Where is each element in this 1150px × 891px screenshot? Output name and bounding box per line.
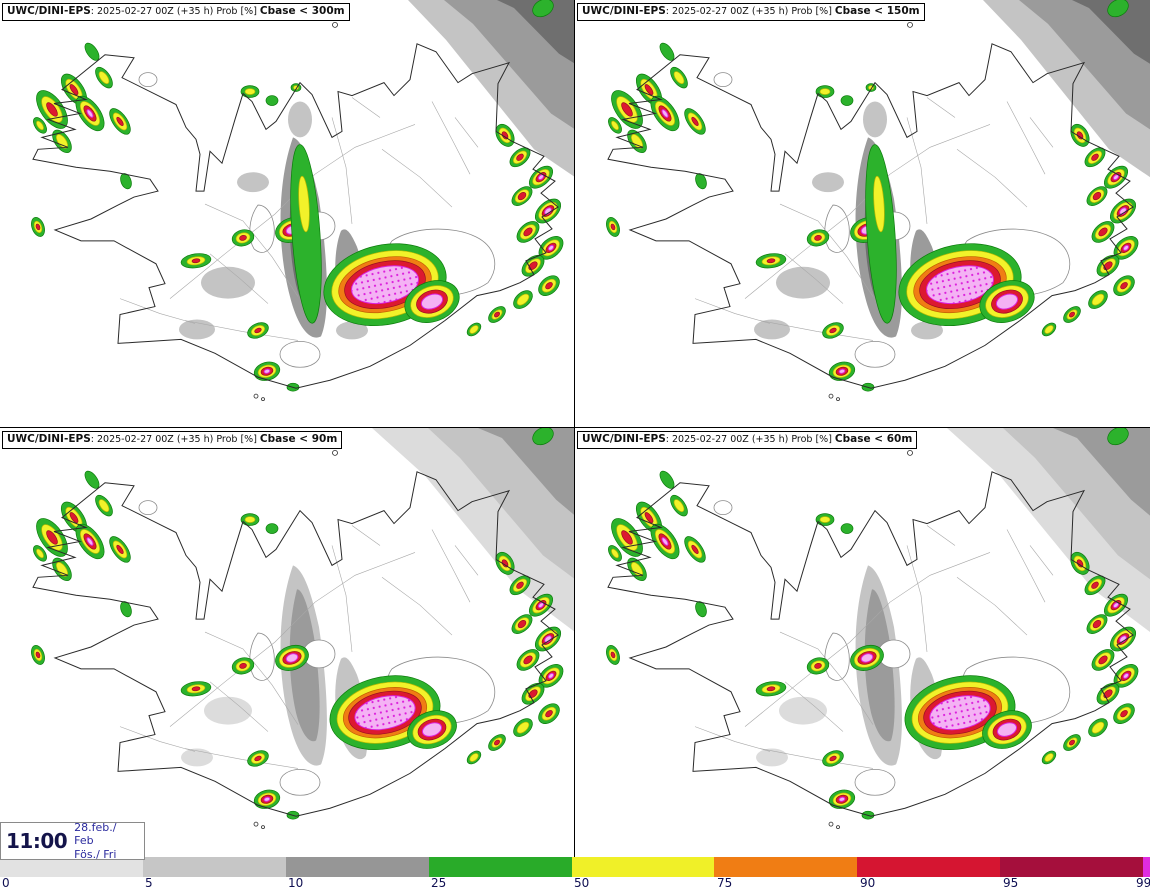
- panel-divider-horizontal: [0, 427, 1150, 428]
- legend-segment: [714, 857, 858, 877]
- threshold-label: Cbase < 60m: [834, 433, 913, 445]
- map-canvas-90m: [31, 428, 575, 830]
- legend-segment: [571, 857, 715, 877]
- time-box: 11:00 28.feb./ Feb Fös./ Fri: [0, 821, 145, 861]
- panel-divider-vertical: [574, 0, 575, 857]
- coastline: [32, 43, 559, 389]
- panel-cbase-90m: UWC/DINI-EPS: 2025-02-27 00Z (+35 h) Pro…: [0, 428, 575, 856]
- legend-segment: [1000, 857, 1143, 877]
- panel-cbase-300m: UWC/DINI-EPS: 2025-02-27 00Z (+35 h) Pro…: [0, 0, 575, 428]
- coastline: [32, 471, 559, 817]
- legend-label: 95: [1003, 876, 1019, 890]
- legend-label: 10: [288, 876, 304, 890]
- legend-segment: [142, 857, 286, 877]
- legend-labels: 0 5 10 25 50 75 90 95 99: [0, 876, 1150, 891]
- day-line: Fös./ Fri: [74, 847, 117, 861]
- valid-time: 11:00: [6, 829, 68, 853]
- panel-title: UWC/DINI-EPS: 2025-02-27 00Z (+35 h) Pro…: [2, 3, 350, 22]
- legend-segment: [857, 857, 1001, 877]
- legend-label: 50: [574, 876, 590, 890]
- threshold-label: Cbase < 150m: [834, 5, 920, 17]
- panel-title: UWC/DINI-EPS: 2025-02-27 00Z (+35 h) Pro…: [2, 431, 343, 450]
- valid-date: 28.feb./ Feb Fös./ Fri: [74, 821, 139, 861]
- run-info: : 2025-02-27 00Z (+35 h) Prob [%]: [665, 6, 832, 17]
- panel-title: UWC/DINI-EPS: 2025-02-27 00Z (+35 h) Pro…: [577, 431, 918, 450]
- run-info: : 2025-02-27 00Z (+35 h) Prob [%]: [90, 434, 257, 445]
- model-label: UWC/DINI-EPS: [582, 433, 666, 445]
- probability-blobs: [31, 428, 564, 820]
- coastline: [607, 43, 1134, 389]
- legend-bar: [0, 857, 1150, 877]
- map-canvas-60m: [606, 428, 1150, 830]
- legend-segment: [428, 857, 572, 877]
- legend-label: 5: [145, 876, 153, 890]
- threshold-label: Cbase < 90m: [259, 433, 338, 445]
- run-info: : 2025-02-27 00Z (+35 h) Prob [%]: [90, 6, 257, 17]
- map-canvas-300m: [31, 0, 575, 402]
- run-info: : 2025-02-27 00Z (+35 h) Prob [%]: [665, 434, 832, 445]
- probability-blobs: [31, 0, 564, 392]
- legend-label: 99: [1136, 876, 1150, 890]
- legend-segment: [0, 857, 143, 877]
- legend-segment: [285, 857, 429, 877]
- panel-cbase-60m: UWC/DINI-EPS: 2025-02-27 00Z (+35 h) Pro…: [575, 428, 1150, 856]
- map-canvas-150m: [606, 0, 1150, 402]
- threshold-label: Cbase < 300m: [259, 5, 345, 17]
- model-label: UWC/DINI-EPS: [7, 433, 91, 445]
- boundary-lines: [119, 525, 479, 769]
- islands: [828, 449, 913, 830]
- model-label: UWC/DINI-EPS: [7, 5, 91, 17]
- boundary-lines: [694, 525, 1054, 769]
- legend-segment: [1143, 857, 1150, 877]
- islands: [828, 21, 913, 402]
- coastline: [607, 471, 1134, 817]
- date-line: 28.feb./ Feb: [74, 821, 117, 848]
- legend-label: 75: [717, 876, 733, 890]
- panel-title: UWC/DINI-EPS: 2025-02-27 00Z (+35 h) Pro…: [577, 3, 925, 22]
- legend-label: 90: [860, 876, 876, 890]
- probability-blobs: [606, 0, 1139, 392]
- legend-label: 0: [2, 876, 10, 890]
- islands: [253, 21, 338, 402]
- panel-cbase-150m: UWC/DINI-EPS: 2025-02-27 00Z (+35 h) Pro…: [575, 0, 1150, 428]
- model-label: UWC/DINI-EPS: [582, 5, 666, 17]
- islands: [253, 449, 338, 830]
- legend-label: 25: [431, 876, 447, 890]
